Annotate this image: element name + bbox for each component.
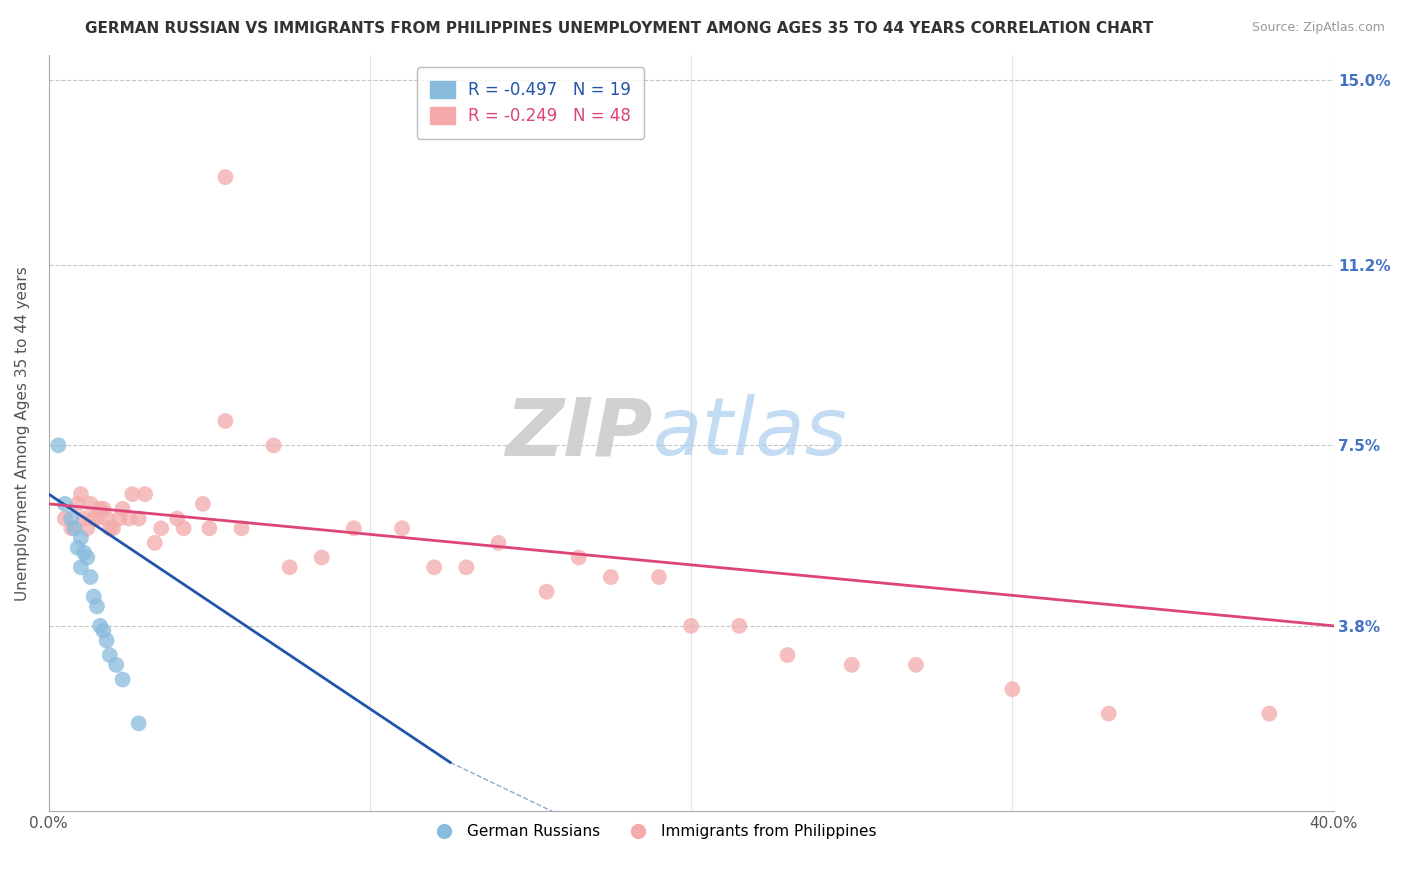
Point bbox=[1098, 706, 1121, 721]
Point bbox=[89, 501, 111, 516]
Point bbox=[83, 511, 105, 525]
Point bbox=[128, 716, 150, 731]
Point bbox=[73, 546, 96, 560]
Point bbox=[391, 521, 413, 535]
Point bbox=[214, 414, 236, 428]
Point bbox=[343, 521, 366, 535]
Legend: German Russians, Immigrants from Philippines: German Russians, Immigrants from Philipp… bbox=[423, 818, 883, 845]
Point bbox=[53, 497, 76, 511]
Point bbox=[70, 487, 93, 501]
Text: ZIP: ZIP bbox=[505, 394, 652, 472]
Point bbox=[89, 619, 111, 633]
Point bbox=[73, 511, 96, 525]
Point bbox=[486, 536, 509, 550]
Point bbox=[83, 590, 105, 604]
Point bbox=[98, 648, 121, 662]
Point bbox=[150, 521, 173, 535]
Point bbox=[423, 560, 446, 574]
Point bbox=[904, 657, 927, 672]
Point bbox=[311, 550, 333, 565]
Point bbox=[143, 536, 166, 550]
Point bbox=[86, 599, 108, 614]
Point bbox=[48, 438, 70, 452]
Point bbox=[198, 521, 221, 535]
Point bbox=[60, 521, 83, 535]
Point bbox=[536, 584, 558, 599]
Point bbox=[121, 487, 143, 501]
Point bbox=[79, 497, 101, 511]
Point bbox=[841, 657, 863, 672]
Point bbox=[173, 521, 195, 535]
Point bbox=[118, 511, 141, 525]
Point bbox=[134, 487, 156, 501]
Point bbox=[568, 550, 591, 565]
Point bbox=[128, 511, 150, 525]
Point bbox=[70, 560, 93, 574]
Point bbox=[214, 170, 236, 185]
Point bbox=[111, 673, 134, 687]
Point bbox=[1001, 682, 1024, 697]
Point bbox=[231, 521, 253, 535]
Point bbox=[456, 560, 478, 574]
Point bbox=[79, 570, 101, 584]
Point bbox=[108, 511, 131, 525]
Point bbox=[70, 531, 93, 545]
Point bbox=[86, 511, 108, 525]
Point bbox=[101, 521, 124, 535]
Point bbox=[111, 501, 134, 516]
Point bbox=[648, 570, 671, 584]
Point bbox=[166, 511, 188, 525]
Point bbox=[76, 521, 98, 535]
Point bbox=[263, 438, 285, 452]
Point bbox=[776, 648, 799, 662]
Point bbox=[53, 511, 76, 525]
Text: GERMAN RUSSIAN VS IMMIGRANTS FROM PHILIPPINES UNEMPLOYMENT AMONG AGES 35 TO 44 Y: GERMAN RUSSIAN VS IMMIGRANTS FROM PHILIP… bbox=[84, 21, 1153, 36]
Point bbox=[278, 560, 301, 574]
Y-axis label: Unemployment Among Ages 35 to 44 years: Unemployment Among Ages 35 to 44 years bbox=[15, 266, 30, 600]
Point bbox=[96, 633, 118, 648]
Text: Source: ZipAtlas.com: Source: ZipAtlas.com bbox=[1251, 21, 1385, 34]
Point bbox=[93, 624, 115, 638]
Point bbox=[60, 511, 83, 525]
Point bbox=[93, 501, 115, 516]
Text: atlas: atlas bbox=[652, 394, 848, 472]
Point bbox=[1258, 706, 1281, 721]
Point bbox=[98, 521, 121, 535]
Point bbox=[191, 497, 214, 511]
Point bbox=[66, 497, 89, 511]
Point bbox=[599, 570, 621, 584]
Point bbox=[66, 541, 89, 555]
Point bbox=[105, 657, 128, 672]
Point bbox=[728, 619, 751, 633]
Point bbox=[63, 521, 86, 535]
Point bbox=[76, 550, 98, 565]
Point bbox=[681, 619, 703, 633]
Point bbox=[96, 511, 118, 525]
